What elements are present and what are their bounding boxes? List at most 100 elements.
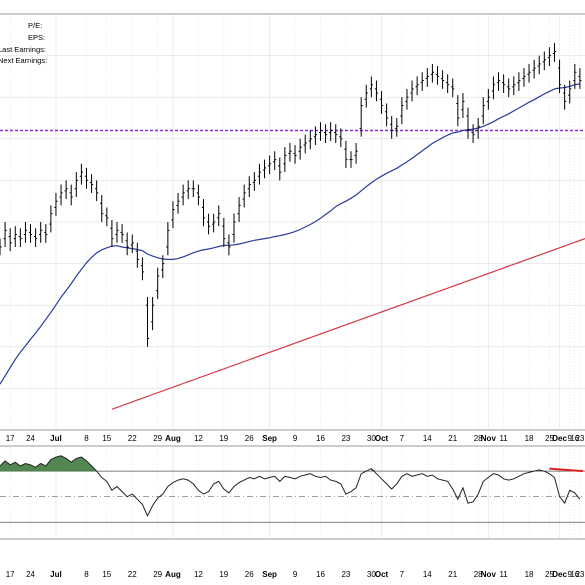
price-bar xyxy=(374,80,379,102)
price-bar xyxy=(578,68,582,89)
price-bar xyxy=(573,63,577,89)
price-bar xyxy=(130,234,134,254)
price-bar xyxy=(537,55,541,75)
price-bar xyxy=(227,234,231,256)
price-bar xyxy=(3,222,7,247)
price-bar xyxy=(313,126,317,146)
price-bar xyxy=(89,174,94,193)
price-bar xyxy=(23,222,28,243)
price-bar xyxy=(379,90,384,114)
x-tick-label: 25 xyxy=(545,570,554,579)
x-tick-label: Oct xyxy=(375,434,389,443)
price-bar xyxy=(39,222,43,243)
x-tick-label: 23 xyxy=(575,434,584,443)
eps-label: EPS: xyxy=(28,33,45,42)
price-bar xyxy=(359,97,363,137)
price-bar xyxy=(496,72,501,91)
price-bar xyxy=(34,228,38,247)
long-moving-average-line xyxy=(111,238,585,410)
price-bar xyxy=(507,78,511,98)
price-bar xyxy=(186,180,190,200)
x-tick-label: 17 xyxy=(6,570,15,579)
x-tick-label: Oct xyxy=(375,570,389,579)
price-bar xyxy=(273,151,277,170)
x-tick-label: 23 xyxy=(341,434,350,443)
x-tick-label: 11 xyxy=(499,570,508,579)
x-tick-label: 16 xyxy=(570,434,579,443)
price-bar xyxy=(354,142,358,164)
x-tick-label: Nov xyxy=(481,434,497,443)
x-tick-label: 9 xyxy=(293,570,298,579)
price-panel xyxy=(0,13,585,431)
price-bar xyxy=(135,242,139,268)
price-bar xyxy=(95,180,99,202)
price-bar xyxy=(471,124,475,143)
oscillator-line xyxy=(0,455,581,517)
x-tick-label: 8 xyxy=(84,570,89,579)
price-bar xyxy=(268,155,272,175)
price-bar xyxy=(115,222,119,243)
price-bar xyxy=(323,124,328,143)
x-tick-label: 15 xyxy=(102,434,111,443)
x-tick-label: 19 xyxy=(219,570,228,579)
price-bar xyxy=(196,184,200,206)
price-bar xyxy=(257,163,262,185)
price-bar xyxy=(303,134,307,154)
price-bar xyxy=(217,205,221,227)
oscillator-x-axis: 17 24 Jul 8 15 22 29 Aug 12 19 26 Sep 9 16 23 30 Oct 7 14 2… xyxy=(6,570,585,579)
price-bar xyxy=(262,159,267,179)
price-bar xyxy=(242,184,246,208)
x-tick-label: 9 xyxy=(568,570,573,579)
price-bar xyxy=(568,80,572,104)
price-bar xyxy=(110,219,114,247)
price-bar xyxy=(59,184,63,206)
price-bar xyxy=(461,93,465,118)
price-bar xyxy=(486,88,490,110)
price-bar xyxy=(156,267,160,299)
x-tick-label: Dec xyxy=(552,570,567,579)
price-bar xyxy=(212,213,216,233)
x-tick-label: 30 xyxy=(367,570,376,579)
price-bar xyxy=(140,257,145,281)
price-bar xyxy=(49,205,53,233)
x-tick-label: 26 xyxy=(245,434,254,443)
price-bar xyxy=(476,118,480,139)
x-tick-label: 7 xyxy=(400,434,405,443)
x-tick-label: 19 xyxy=(219,434,228,443)
price-bar xyxy=(64,180,68,200)
price-bar xyxy=(440,70,445,89)
price-x-axis: 17 24 Jul 8 15 22 29 Aug 12 19 26 Sep 9 16 23 30 Oct 7 14 2… xyxy=(6,434,585,443)
x-tick-label: Sep xyxy=(262,434,277,443)
price-bar xyxy=(125,232,129,256)
price-bar xyxy=(201,199,206,227)
price-bar xyxy=(364,84,368,108)
x-tick-label: 12 xyxy=(194,434,203,443)
x-tick-label: 7 xyxy=(400,570,405,579)
x-tick-label: 9 xyxy=(293,434,298,443)
price-bar xyxy=(400,97,404,125)
x-tick-label: 22 xyxy=(128,570,137,579)
x-tick-label: Aug xyxy=(165,570,181,579)
x-tick-label: 8 xyxy=(84,434,89,443)
x-tick-label: 28 xyxy=(474,434,483,443)
price-bar xyxy=(349,151,353,168)
price-bar xyxy=(181,184,185,206)
price-bar xyxy=(329,122,333,141)
x-tick-label: 28 xyxy=(474,570,483,579)
x-tick-label: 16 xyxy=(316,570,325,579)
x-tick-label: 15 xyxy=(102,570,111,579)
price-bar xyxy=(151,296,155,331)
price-bar xyxy=(206,213,211,235)
x-tick-label: 21 xyxy=(448,434,457,443)
price-bar xyxy=(176,192,180,214)
x-tick-label: Sep xyxy=(262,570,277,579)
x-tick-label: 16 xyxy=(316,434,325,443)
x-tick-label: 14 xyxy=(423,570,432,579)
x-tick-label: 29 xyxy=(153,434,162,443)
x-tick-label: 18 xyxy=(525,434,534,443)
price-bar xyxy=(369,76,373,98)
oscillator-panel xyxy=(0,445,585,540)
x-tick-label: 29 xyxy=(153,570,162,579)
x-tick-label: 12 xyxy=(194,570,203,579)
